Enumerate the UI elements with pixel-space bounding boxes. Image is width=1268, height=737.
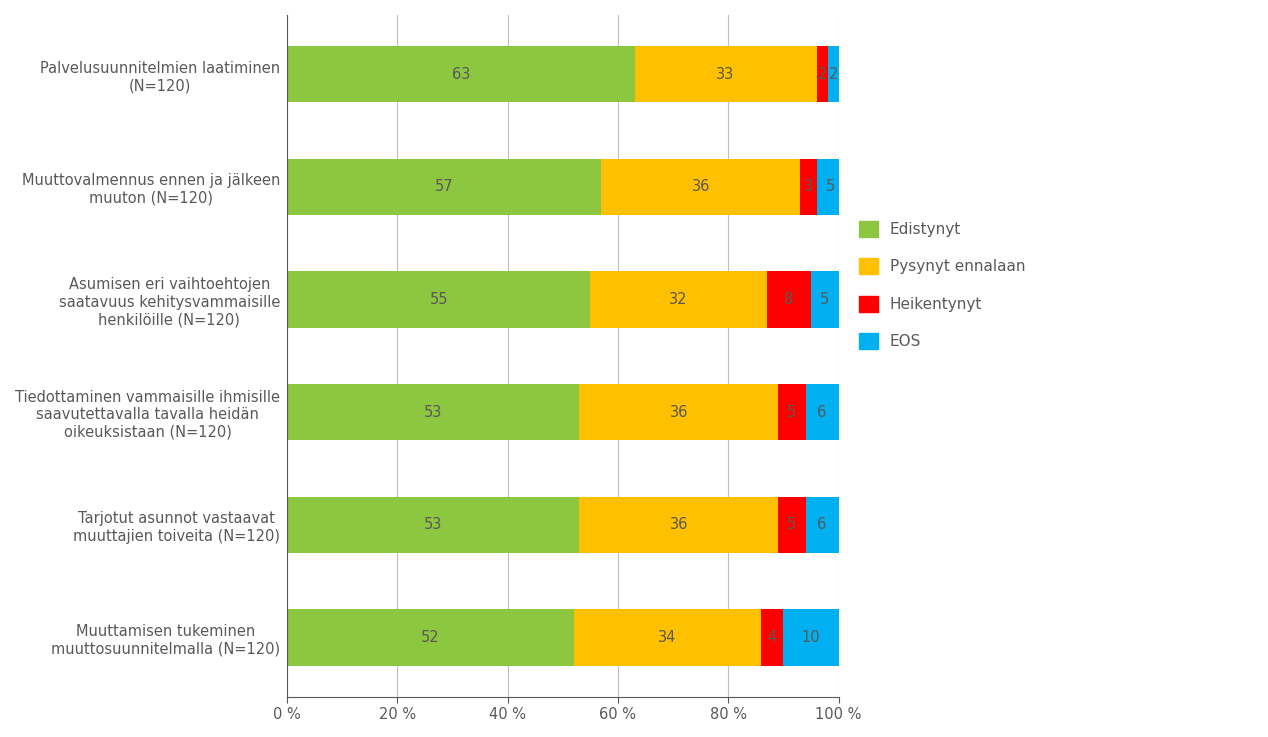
Legend: Edistynyt, Pysynyt ennalaan, Heikentynyt, EOS: Edistynyt, Pysynyt ennalaan, Heikentynyt… [852,214,1033,357]
Text: 33: 33 [716,66,734,82]
Text: 5: 5 [825,179,836,195]
Bar [579,497,779,553]
Text: 32: 32 [670,292,689,307]
Text: 52: 52 [421,630,440,645]
Bar [817,158,844,215]
Bar [767,271,812,328]
Text: 57: 57 [435,179,454,195]
Bar [287,609,574,666]
Text: 55: 55 [430,292,448,307]
Text: 3: 3 [804,179,813,195]
Text: 8: 8 [785,292,794,307]
Bar [784,609,838,666]
Bar [800,158,817,215]
Bar [287,46,634,102]
Text: 53: 53 [424,405,443,419]
Text: 5: 5 [820,292,829,307]
Bar [779,497,805,553]
Bar [805,497,838,553]
Bar [805,384,838,440]
Text: 2: 2 [828,66,838,82]
Bar [579,384,779,440]
Text: 4: 4 [768,630,777,645]
Bar [761,609,784,666]
Text: 10: 10 [801,630,820,645]
Text: 5: 5 [787,517,796,532]
Text: 63: 63 [451,66,470,82]
Text: 53: 53 [424,517,443,532]
Text: 6: 6 [818,405,827,419]
Bar [287,271,591,328]
Bar [287,384,579,440]
Text: 36: 36 [691,179,710,195]
Bar [634,46,817,102]
Text: 36: 36 [670,405,687,419]
Bar [591,271,767,328]
Bar [601,158,800,215]
Bar [817,46,828,102]
Bar [574,609,761,666]
Text: 5: 5 [787,405,796,419]
Text: 36: 36 [670,517,687,532]
Text: 2: 2 [818,66,827,82]
Text: 34: 34 [658,630,677,645]
Bar [812,271,838,328]
Bar [287,497,579,553]
Text: 6: 6 [818,517,827,532]
Bar [779,384,805,440]
Bar [287,158,601,215]
Bar [828,46,838,102]
